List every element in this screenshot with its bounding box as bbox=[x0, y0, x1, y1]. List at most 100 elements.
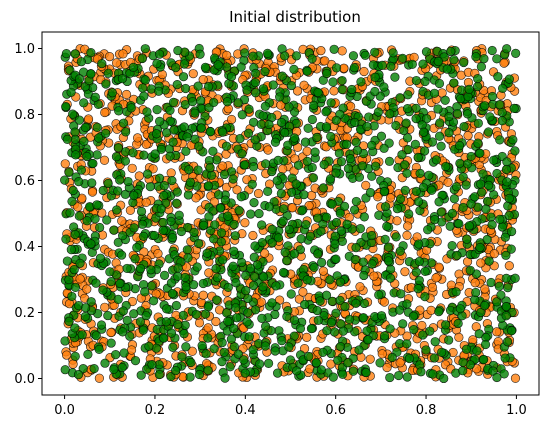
data-point bbox=[255, 359, 265, 369]
data-point bbox=[489, 249, 499, 259]
data-point bbox=[451, 287, 461, 297]
data-point bbox=[254, 208, 264, 219]
data-point bbox=[455, 158, 465, 168]
data-point bbox=[464, 221, 474, 231]
data-point bbox=[318, 266, 328, 276]
data-point bbox=[504, 74, 514, 84]
data-point bbox=[494, 281, 504, 291]
data-point bbox=[325, 275, 335, 285]
data-point bbox=[374, 290, 384, 300]
data-point bbox=[414, 239, 424, 249]
data-point bbox=[350, 254, 360, 265]
data-point bbox=[286, 289, 296, 299]
data-point bbox=[196, 96, 206, 106]
data-point bbox=[270, 346, 280, 356]
data-point bbox=[396, 194, 406, 204]
data-point bbox=[441, 320, 451, 330]
data-point bbox=[367, 259, 377, 269]
data-point bbox=[159, 270, 170, 280]
data-point bbox=[250, 241, 260, 251]
data-point bbox=[68, 185, 78, 196]
data-point bbox=[487, 91, 498, 102]
data-point bbox=[98, 185, 108, 196]
data-point bbox=[167, 176, 177, 186]
data-point bbox=[243, 308, 253, 318]
data-point bbox=[492, 54, 502, 64]
data-point bbox=[473, 118, 483, 128]
data-point bbox=[300, 299, 310, 310]
data-point bbox=[209, 197, 219, 207]
data-point bbox=[168, 137, 178, 147]
data-point bbox=[109, 364, 119, 374]
data-point bbox=[487, 45, 497, 56]
data-point bbox=[330, 231, 340, 241]
data-point bbox=[430, 215, 440, 225]
data-point bbox=[205, 127, 216, 137]
data-point bbox=[331, 217, 342, 228]
data-point bbox=[60, 175, 70, 185]
data-point bbox=[360, 50, 370, 60]
data-point bbox=[200, 309, 211, 319]
data-point bbox=[145, 182, 155, 192]
data-point bbox=[351, 137, 361, 147]
data-point bbox=[371, 161, 381, 171]
data-point bbox=[249, 252, 259, 262]
data-point bbox=[507, 226, 517, 237]
data-point bbox=[380, 234, 390, 244]
data-point bbox=[297, 206, 307, 216]
data-point bbox=[171, 300, 181, 311]
data-point bbox=[437, 347, 447, 357]
data-point bbox=[289, 315, 300, 325]
data-point bbox=[219, 347, 229, 357]
data-point bbox=[92, 200, 102, 210]
data-point bbox=[115, 175, 125, 185]
data-point bbox=[77, 193, 87, 203]
data-point bbox=[350, 205, 360, 215]
data-point bbox=[495, 100, 505, 110]
data-point bbox=[496, 290, 506, 300]
data-point bbox=[129, 190, 139, 201]
data-point bbox=[391, 120, 401, 131]
data-point bbox=[258, 282, 268, 292]
data-point bbox=[388, 48, 398, 58]
data-point bbox=[454, 219, 464, 229]
data-point bbox=[330, 239, 340, 249]
data-point bbox=[304, 351, 314, 362]
data-point bbox=[284, 342, 294, 352]
data-point bbox=[217, 357, 227, 367]
data-point bbox=[337, 46, 347, 56]
data-point bbox=[181, 146, 191, 156]
data-point bbox=[169, 125, 179, 135]
data-point bbox=[331, 254, 341, 264]
data-point bbox=[166, 216, 176, 226]
data-point bbox=[198, 278, 208, 289]
data-point bbox=[348, 366, 358, 376]
data-point bbox=[501, 250, 511, 260]
data-point bbox=[458, 357, 468, 367]
data-point bbox=[329, 44, 339, 54]
data-point bbox=[471, 287, 481, 298]
data-point bbox=[502, 157, 512, 167]
data-point bbox=[191, 309, 201, 320]
data-point bbox=[129, 309, 139, 319]
data-point bbox=[385, 193, 396, 203]
data-point bbox=[215, 203, 225, 213]
data-point bbox=[113, 143, 123, 153]
data-point bbox=[202, 248, 212, 258]
data-point bbox=[94, 373, 104, 383]
data-point bbox=[358, 257, 368, 267]
data-point bbox=[192, 262, 202, 272]
data-point bbox=[279, 204, 289, 214]
data-point bbox=[335, 295, 345, 306]
data-point bbox=[127, 163, 137, 173]
data-point bbox=[158, 217, 168, 228]
data-point bbox=[228, 174, 238, 184]
data-point bbox=[179, 59, 190, 69]
data-point bbox=[92, 150, 102, 160]
data-point bbox=[198, 74, 208, 85]
data-point bbox=[90, 92, 100, 102]
data-point bbox=[257, 313, 267, 324]
data-point bbox=[433, 56, 443, 67]
data-point bbox=[344, 314, 355, 325]
data-point bbox=[484, 180, 494, 190]
